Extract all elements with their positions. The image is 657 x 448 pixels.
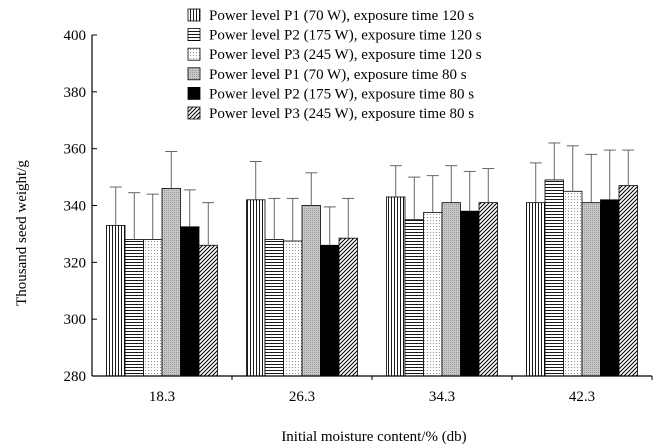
bar [563,190,583,377]
bar [386,196,406,377]
bar [106,224,126,377]
x-tick-label: 18.3 [149,389,175,405]
legend-label: Power level P1 (70 W), exposure time 120… [209,8,474,24]
bar [338,237,358,377]
bar [581,202,601,377]
legend-swatch [187,47,201,61]
bar [423,212,443,377]
legend: Power level P1 (70 W), exposure time 120… [187,8,482,122]
bar [301,205,321,377]
bar [600,199,620,377]
y-axis-label: Thousand seed weight/g [14,160,30,306]
legend-swatch [187,87,201,100]
legend-label: Power level P1 (70 W), exposure time 80 … [209,67,467,83]
bar [264,239,284,377]
y-tick-label: 380 [64,85,87,101]
bar [143,239,163,377]
y-tick-label: 300 [64,312,87,328]
x-tick-label: 26.3 [289,389,315,405]
bar [544,179,564,377]
x-axis-label: Initial moisture content/% (db) [281,429,466,445]
legend-swatch [187,67,201,81]
bar [478,202,498,377]
bar [124,239,144,377]
legend-label: Power level P2 (175 W), exposure time 12… [209,28,482,44]
x-tick-label: 42.3 [569,389,595,405]
bar [460,210,480,377]
bar [283,240,303,377]
bar [161,188,181,377]
error-bars-layer [109,142,635,246]
bar [441,202,461,377]
bars-layer [106,179,638,377]
legend-swatch [187,106,201,120]
bar [404,219,424,377]
bar [320,244,340,377]
bar [246,199,266,377]
y-tick-label: 340 [64,199,87,215]
legend-label: Power level P2 (175 W), exposure time 80… [209,86,474,102]
bar [618,185,638,377]
x-tick-label: 34.3 [429,389,455,405]
axes-layer: 18.3 26.3 34.3 42.3 280 300 320 340 360 380 400 [64,28,653,405]
y-tick-label: 360 [64,142,87,158]
y-tick-label: 400 [64,28,87,44]
y-tick-label: 280 [64,369,87,385]
legend-label: Power level P3 (245 W), exposure time 80… [209,106,474,122]
y-tick-label: 320 [64,255,87,271]
bar [180,226,200,377]
bar [198,244,218,377]
legend-swatch [187,8,201,22]
bar [526,202,546,377]
legend-swatch [187,28,201,42]
legend-label: Power level P3 (245 W), exposure time 12… [209,47,482,63]
